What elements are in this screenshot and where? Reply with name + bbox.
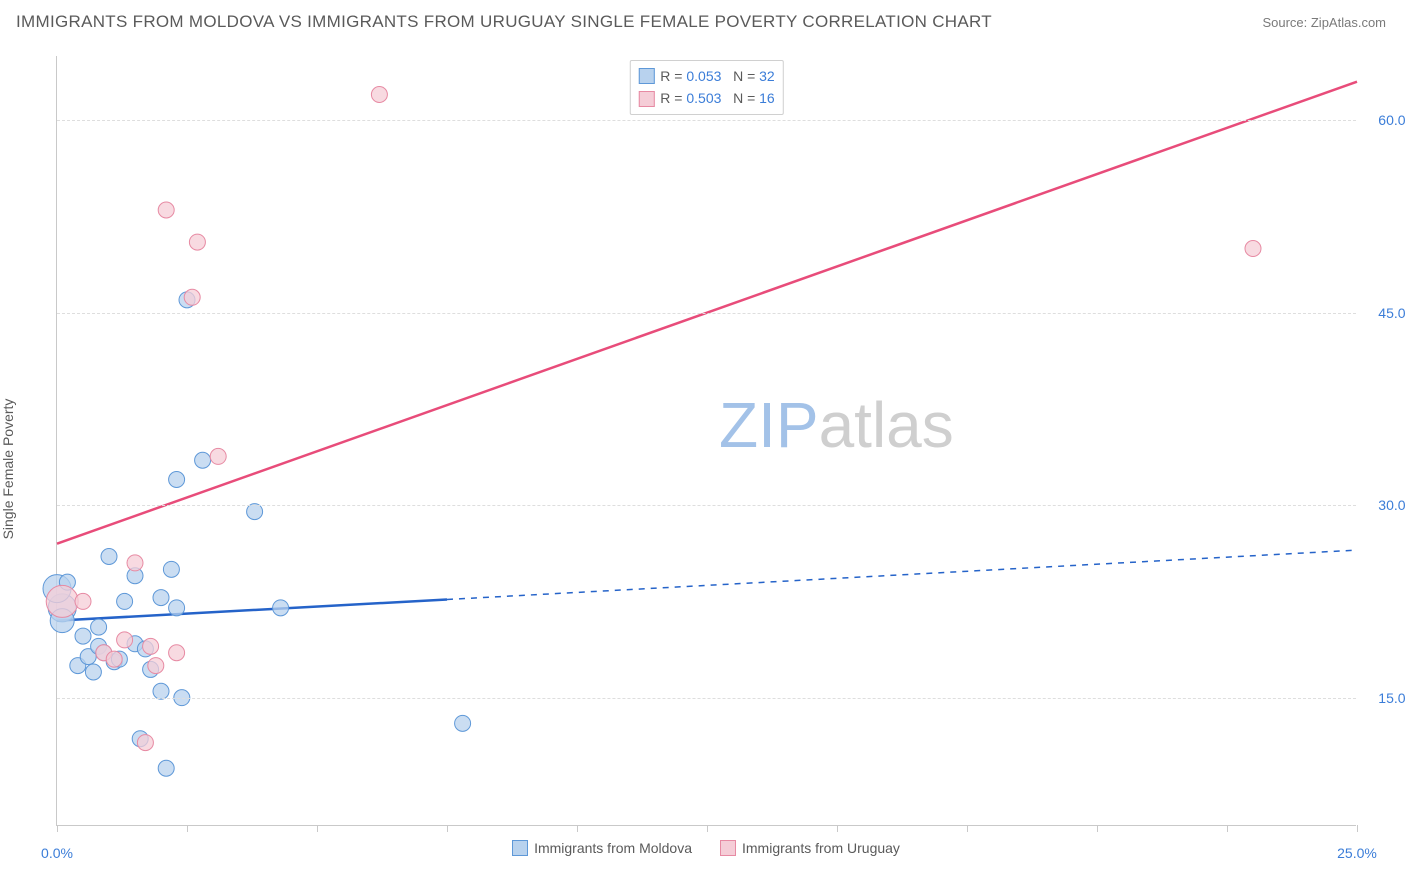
chart-wrapper: Single Female Poverty ZIPatlas R = 0.053… (16, 46, 1390, 892)
source-attribution: Source: ZipAtlas.com (1262, 15, 1386, 30)
scatter-chart: ZIPatlas R = 0.053 N = 32R = 0.503 N = 1… (56, 56, 1356, 826)
data-point-moldova (153, 590, 169, 606)
chart-title: IMMIGRANTS FROM MOLDOVA VS IMMIGRANTS FR… (16, 12, 992, 32)
data-point-moldova (163, 561, 179, 577)
legend-item-uruguay: Immigrants from Uruguay (720, 840, 900, 856)
data-point-moldova (169, 472, 185, 488)
data-point-moldova (169, 600, 185, 616)
data-point-uruguay (127, 555, 143, 571)
legend-stats: R = 0.053 N = 32 (660, 65, 774, 87)
data-point-moldova (455, 715, 471, 731)
x-tick (1227, 825, 1228, 832)
trend-line-dashed-moldova (447, 550, 1357, 599)
y-tick-label: 15.0% (1378, 690, 1406, 706)
correlation-legend: R = 0.053 N = 32R = 0.503 N = 16 (629, 60, 783, 115)
trend-line-moldova (57, 599, 447, 620)
y-axis-label: Single Female Poverty (0, 399, 16, 540)
data-point-uruguay (46, 585, 78, 617)
data-point-uruguay (1245, 241, 1261, 257)
swatch-icon (720, 840, 736, 856)
gridline (57, 505, 1356, 506)
chart-header: IMMIGRANTS FROM MOLDOVA VS IMMIGRANTS FR… (0, 0, 1406, 40)
y-tick-label: 45.0% (1378, 305, 1406, 321)
data-point-uruguay (75, 593, 91, 609)
legend-label: Immigrants from Uruguay (742, 840, 900, 856)
data-point-uruguay (137, 735, 153, 751)
gridline (57, 120, 1356, 121)
legend-row-moldova: R = 0.053 N = 32 (638, 65, 774, 87)
data-point-moldova (117, 593, 133, 609)
data-point-uruguay (189, 234, 205, 250)
x-tick (1097, 825, 1098, 832)
x-tick (1357, 825, 1358, 832)
swatch-icon (638, 68, 654, 84)
x-tick (187, 825, 188, 832)
data-point-moldova (75, 628, 91, 644)
plot-svg (57, 56, 1356, 825)
y-tick-label: 30.0% (1378, 497, 1406, 513)
data-point-moldova (85, 664, 101, 680)
x-tick (707, 825, 708, 832)
gridline (57, 698, 1356, 699)
data-point-uruguay (210, 448, 226, 464)
x-tick (447, 825, 448, 832)
swatch-icon (512, 840, 528, 856)
x-tick (577, 825, 578, 832)
data-point-uruguay (371, 87, 387, 103)
data-point-uruguay (117, 632, 133, 648)
x-tick (317, 825, 318, 832)
data-point-moldova (273, 600, 289, 616)
data-point-uruguay (158, 202, 174, 218)
x-tick (57, 825, 58, 832)
legend-row-uruguay: R = 0.503 N = 16 (638, 87, 774, 109)
legend-item-moldova: Immigrants from Moldova (512, 840, 692, 856)
data-point-uruguay (106, 651, 122, 667)
x-tick (837, 825, 838, 832)
data-point-uruguay (184, 289, 200, 305)
gridline (57, 313, 1356, 314)
data-point-uruguay (169, 645, 185, 661)
legend-stats: R = 0.503 N = 16 (660, 87, 774, 109)
data-point-moldova (101, 549, 117, 565)
data-point-uruguay (148, 658, 164, 674)
series-legend: Immigrants from Moldova Immigrants from U… (56, 840, 1356, 856)
data-point-moldova (91, 619, 107, 635)
legend-label: Immigrants from Moldova (534, 840, 692, 856)
y-tick-label: 60.0% (1378, 112, 1406, 128)
swatch-icon (638, 91, 654, 107)
data-point-uruguay (143, 638, 159, 654)
data-point-moldova (195, 452, 211, 468)
x-tick (967, 825, 968, 832)
data-point-moldova (158, 760, 174, 776)
